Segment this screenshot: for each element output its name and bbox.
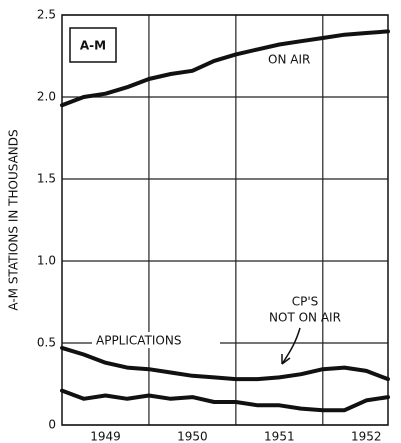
y-axis-label: A-M STATIONS IN THOUSANDS bbox=[7, 129, 21, 310]
label-bg bbox=[92, 332, 220, 348]
series-label: APPLICATIONS bbox=[96, 334, 181, 348]
series-line bbox=[60, 29, 390, 108]
plot-frame bbox=[61, 14, 389, 426]
y-tick-label: 1.5 bbox=[37, 172, 56, 186]
y-tick-label: 2.5 bbox=[37, 8, 56, 22]
series-label: ON AIR bbox=[268, 53, 310, 67]
x-tick-label: 1950 bbox=[177, 430, 208, 443]
label-box bbox=[69, 27, 117, 63]
x-tick-label: 1951 bbox=[264, 430, 295, 443]
y-tick-label: 1.0 bbox=[37, 254, 56, 268]
series-line bbox=[60, 388, 390, 413]
y-tick-label: 0.5 bbox=[37, 336, 56, 350]
x-tick-label: 1952 bbox=[351, 430, 382, 443]
arrow-head bbox=[281, 354, 291, 365]
x-tick-label: 1949 bbox=[90, 430, 121, 443]
series-label: CP'S bbox=[292, 295, 319, 309]
y-tick-label: 2.0 bbox=[37, 90, 56, 104]
y-tick-label: 0 bbox=[48, 418, 56, 432]
series-line bbox=[60, 345, 390, 382]
arrow bbox=[281, 327, 301, 365]
chart-label: A-M bbox=[80, 39, 106, 53]
series-label: NOT ON AIR bbox=[269, 311, 341, 325]
